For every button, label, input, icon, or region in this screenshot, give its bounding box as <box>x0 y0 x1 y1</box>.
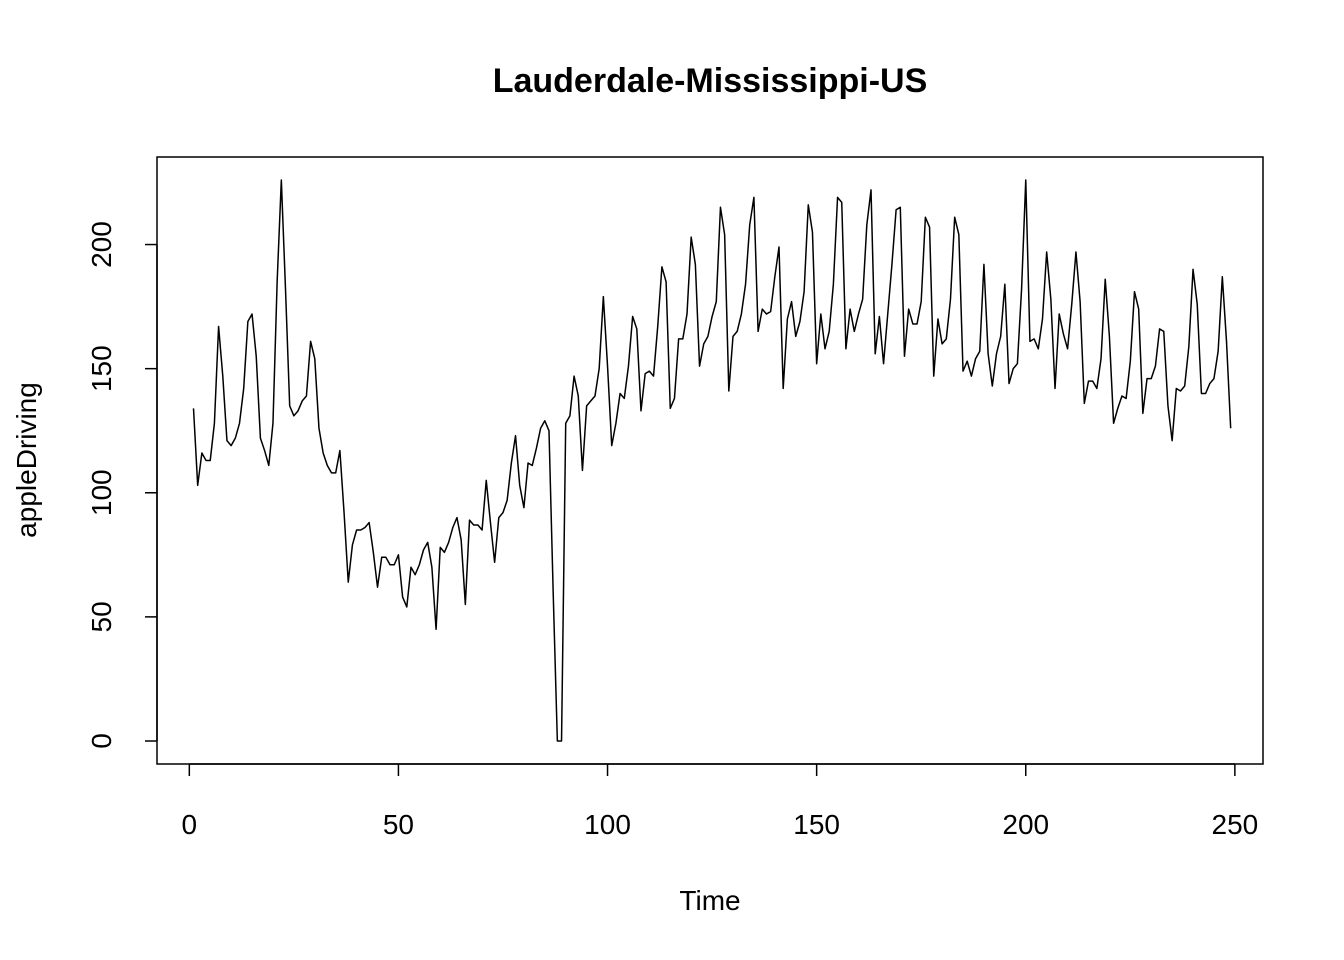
x-tick-label: 250 <box>1212 809 1259 840</box>
x-tick-label: 0 <box>182 809 198 840</box>
y-axis: 0 50 100 150 200 <box>86 221 158 749</box>
x-tick-label: 150 <box>793 809 840 840</box>
x-tick-label: 200 <box>1002 809 1049 840</box>
x-axis: 0 50 100 150 200 250 <box>182 763 1259 840</box>
x-tick-label: 50 <box>383 809 414 840</box>
chart-title: Lauderdale-Mississippi-US <box>493 62 928 100</box>
plot-frame <box>156 156 1264 765</box>
y-tick-label: 100 <box>86 469 117 516</box>
y-tick-label: 50 <box>86 601 117 632</box>
x-axis-label: Time <box>679 885 740 916</box>
y-axis-label: appleDriving <box>11 382 42 538</box>
y-tick-label: 150 <box>86 345 117 392</box>
y-tick-label: 0 <box>86 733 117 749</box>
x-tick-label: 100 <box>584 809 631 840</box>
series-line <box>192 179 1232 742</box>
y-tick-label: 200 <box>86 221 117 268</box>
